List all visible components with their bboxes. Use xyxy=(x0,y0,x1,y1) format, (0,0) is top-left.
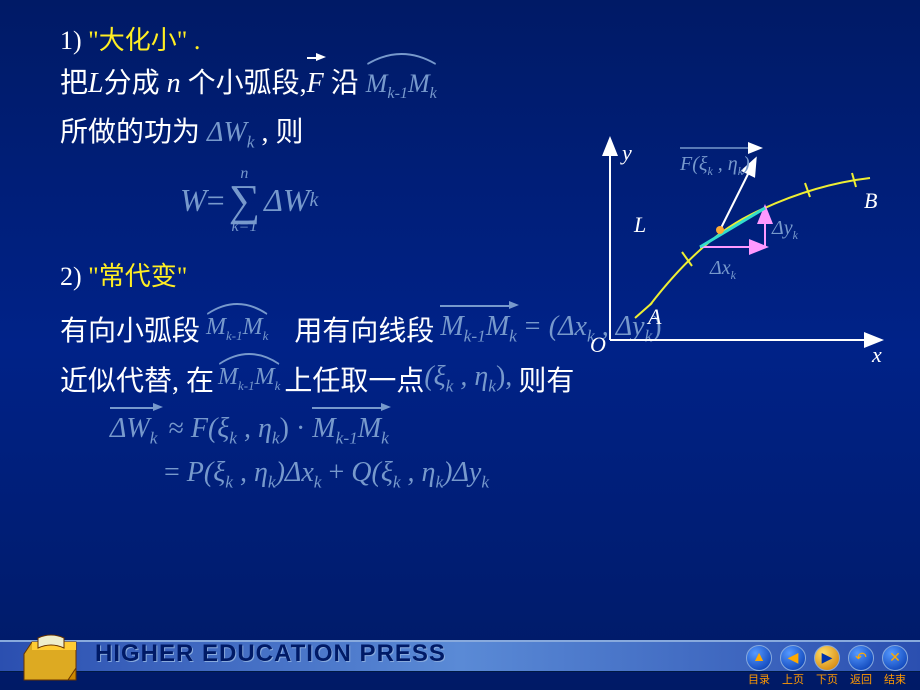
nav-toc[interactable]: ▲目录 xyxy=(746,645,772,687)
nav-back[interactable]: ↶返回 xyxy=(848,645,874,687)
nav-prev[interactable]: ◀上页 xyxy=(780,645,806,687)
footer: HIGHER EDUCATION PRESS ▲目录 ◀上页 ▶下页 ↶返回 ✕… xyxy=(0,624,920,690)
svg-text:A: A xyxy=(646,304,662,329)
section-1-heading: 1) "大化小" . xyxy=(60,20,860,57)
svg-text:x: x xyxy=(871,342,882,367)
formula-approx: ΔWk ≈ F(ξk , ηk) · Mk-1Mk = P(ξk , ηk)Δx… xyxy=(110,413,860,492)
nav-end[interactable]: ✕结束 xyxy=(882,645,908,687)
brand-label: HIGHER EDUCATION PRESS xyxy=(95,640,446,668)
arc-segment: Mk-1Mk xyxy=(366,64,437,106)
diagram: O x y A B L Δxk Δyk F(ξk , ηk) xyxy=(580,130,890,370)
svg-text:L: L xyxy=(633,212,646,237)
svg-text:B: B xyxy=(864,188,877,213)
svg-text:Δxk: Δxk xyxy=(709,257,737,282)
svg-text:y: y xyxy=(620,140,632,165)
nav-next[interactable]: ▶下页 xyxy=(814,645,840,687)
s1-line-a: 把L分成 n 个小弧段,F 沿 Mk-1Mk xyxy=(60,63,860,106)
svg-text:Δyk: Δyk xyxy=(771,217,799,242)
svg-text:O: O xyxy=(590,332,606,357)
footer-nav: ▲目录 ◀上页 ▶下页 ↶返回 ✕结束 xyxy=(746,645,908,687)
book-icon xyxy=(18,628,84,684)
svg-text:F(ξk , ηk): F(ξk , ηk) xyxy=(679,153,750,178)
